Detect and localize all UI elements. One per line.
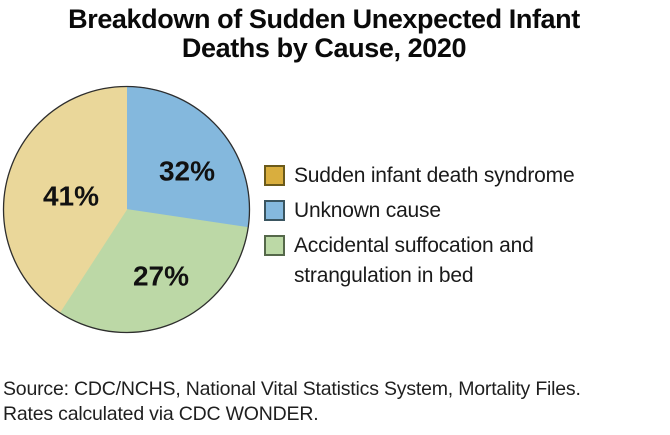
source-line1: Source: CDC/NCHS, National Vital Statist… [3, 378, 581, 400]
legend-label-sids: Sudden infant death syndrome [294, 164, 575, 187]
legend-swatch-accidental-suffocation [264, 235, 285, 256]
legend-swatch-unknown-cause [264, 200, 285, 221]
legend-item-sids: Sudden infant death syndrome [264, 161, 642, 191]
legend-label-accidental-suffocation: Accidental suffocation and strangulation… [294, 234, 534, 287]
pie-slice-label-accidental-suffocation: 27% [133, 261, 189, 292]
legend-label-unknown-cause: Unknown cause [294, 199, 441, 222]
pie-slice-label-sids: 41% [43, 181, 99, 212]
source-line2: Rates calculated via CDC WONDER. [3, 403, 319, 425]
pie-outline [2, 85, 251, 334]
source-note: Source: CDC/NCHS, National Vital Statist… [3, 377, 581, 427]
legend-swatch-sids [264, 165, 285, 186]
legend-item-unknown-cause: Unknown cause [264, 196, 642, 226]
chart-title-line2: Deaths by Cause, 2020 [181, 33, 467, 63]
legend: Sudden infant death syndrome Unknown cau… [264, 161, 642, 291]
pie-slice-label-unknown-cause: 32% [159, 156, 215, 187]
chart-title-line1: Breakdown of Sudden Unexpected Infant [68, 4, 580, 34]
legend-item-accidental-suffocation: Accidental suffocation and strangulation… [264, 231, 642, 291]
chart-title: Breakdown of Sudden Unexpected Infant De… [0, 5, 648, 63]
